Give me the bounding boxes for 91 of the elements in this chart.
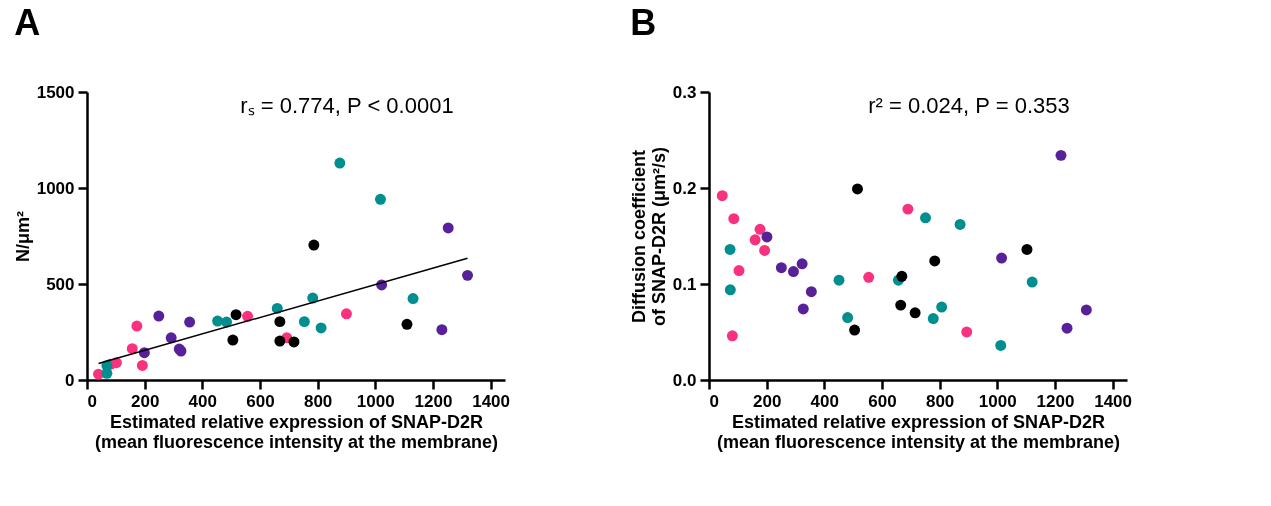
point: [863, 271, 875, 283]
point: [184, 316, 196, 328]
point: [315, 322, 327, 334]
x-tick-label: 400: [810, 391, 839, 411]
point: [995, 339, 1007, 351]
y-tick-label: 0.1: [672, 274, 697, 294]
point: [288, 336, 300, 348]
point: [797, 303, 809, 315]
point: [775, 262, 787, 274]
point: [308, 239, 320, 251]
point: [242, 310, 254, 322]
x-tick-label: 600: [246, 391, 275, 411]
point: [733, 265, 745, 277]
y-tick-label: 1500: [36, 82, 75, 102]
x-axis-title: Estimated relative expression of SNAP-D2R (mean fluorescence intensity at the membrane): [94, 411, 499, 452]
x-tick-label: 200: [752, 391, 782, 411]
x-axis-title: Estimated relative expression of SNAP-D2R (mean fluorescence intensity at the membrane): [716, 411, 1121, 452]
point: [442, 222, 454, 234]
x-tick-label: 800: [303, 391, 333, 411]
point: [1026, 276, 1038, 288]
y-tick-label: 1000: [36, 178, 75, 198]
point: [895, 299, 907, 311]
point: [274, 335, 286, 347]
point: [230, 309, 242, 321]
point: [761, 231, 773, 243]
point: [749, 234, 761, 246]
x-tick-label: 0: [87, 391, 97, 411]
x-tick-label: 1200: [414, 391, 453, 411]
point: [131, 320, 143, 332]
point: [1055, 149, 1067, 161]
x-tick-label: 0: [709, 391, 719, 411]
x-tick-label: 1000: [356, 391, 395, 411]
x-tick-label: 400: [188, 391, 217, 411]
point: [936, 301, 948, 313]
point: [927, 313, 939, 325]
y-tick-label: 0.0: [672, 370, 697, 390]
y-tick-label: 0.2: [672, 178, 697, 198]
point: [126, 343, 138, 355]
point: [1061, 322, 1073, 334]
point: [896, 270, 908, 282]
point: [759, 244, 771, 256]
point: [796, 258, 808, 270]
x-tick-label: 1200: [1036, 391, 1075, 411]
point: [274, 316, 286, 328]
x-tick-label: 1000: [978, 391, 1017, 411]
x-tick-label: 1400: [1094, 391, 1132, 411]
point: [1080, 304, 1092, 316]
point: [754, 223, 766, 235]
point: [340, 308, 352, 320]
point: [227, 334, 239, 346]
chart-title: B: [630, 2, 657, 43]
point: [849, 324, 861, 336]
y-axis-title: Diffusion coefficient of SNAP-D2R (μm²/s): [628, 146, 669, 327]
point: [153, 310, 165, 322]
x-tick-label: 800: [925, 391, 955, 411]
point: [851, 183, 863, 195]
point: [724, 284, 736, 296]
point: [716, 190, 728, 202]
point: [407, 293, 419, 305]
y-axis-title: N/μm²: [12, 210, 33, 263]
point: [728, 213, 740, 225]
point: [833, 274, 845, 286]
point: [726, 330, 738, 342]
point: [298, 316, 310, 328]
point: [724, 243, 736, 255]
point: [961, 326, 973, 338]
y-tick-label: 0: [65, 370, 75, 390]
x-tick-label: 200: [130, 391, 160, 411]
x-tick-label: 1400: [472, 391, 510, 411]
point: [842, 312, 854, 324]
x-tick-label: 600: [868, 391, 897, 411]
y-tick-label: 500: [46, 274, 75, 294]
point: [909, 307, 921, 319]
point: [902, 203, 914, 215]
point: [929, 255, 941, 267]
point: [1021, 243, 1033, 255]
point: [787, 266, 799, 277]
point: [136, 359, 148, 371]
chart-title: A: [14, 2, 41, 43]
point: [996, 252, 1008, 264]
point: [920, 212, 931, 224]
point: [805, 286, 817, 298]
annotation: rₛ = 0.774, P < 0.0001: [240, 93, 454, 118]
point: [436, 324, 448, 336]
point: [954, 219, 966, 230]
point: [334, 157, 346, 169]
point: [374, 193, 386, 205]
y-tick-label: 0.3: [672, 82, 697, 102]
point: [462, 269, 473, 281]
annotation: r² = 0.024, P = 0.353: [868, 93, 1070, 118]
point: [401, 318, 413, 330]
